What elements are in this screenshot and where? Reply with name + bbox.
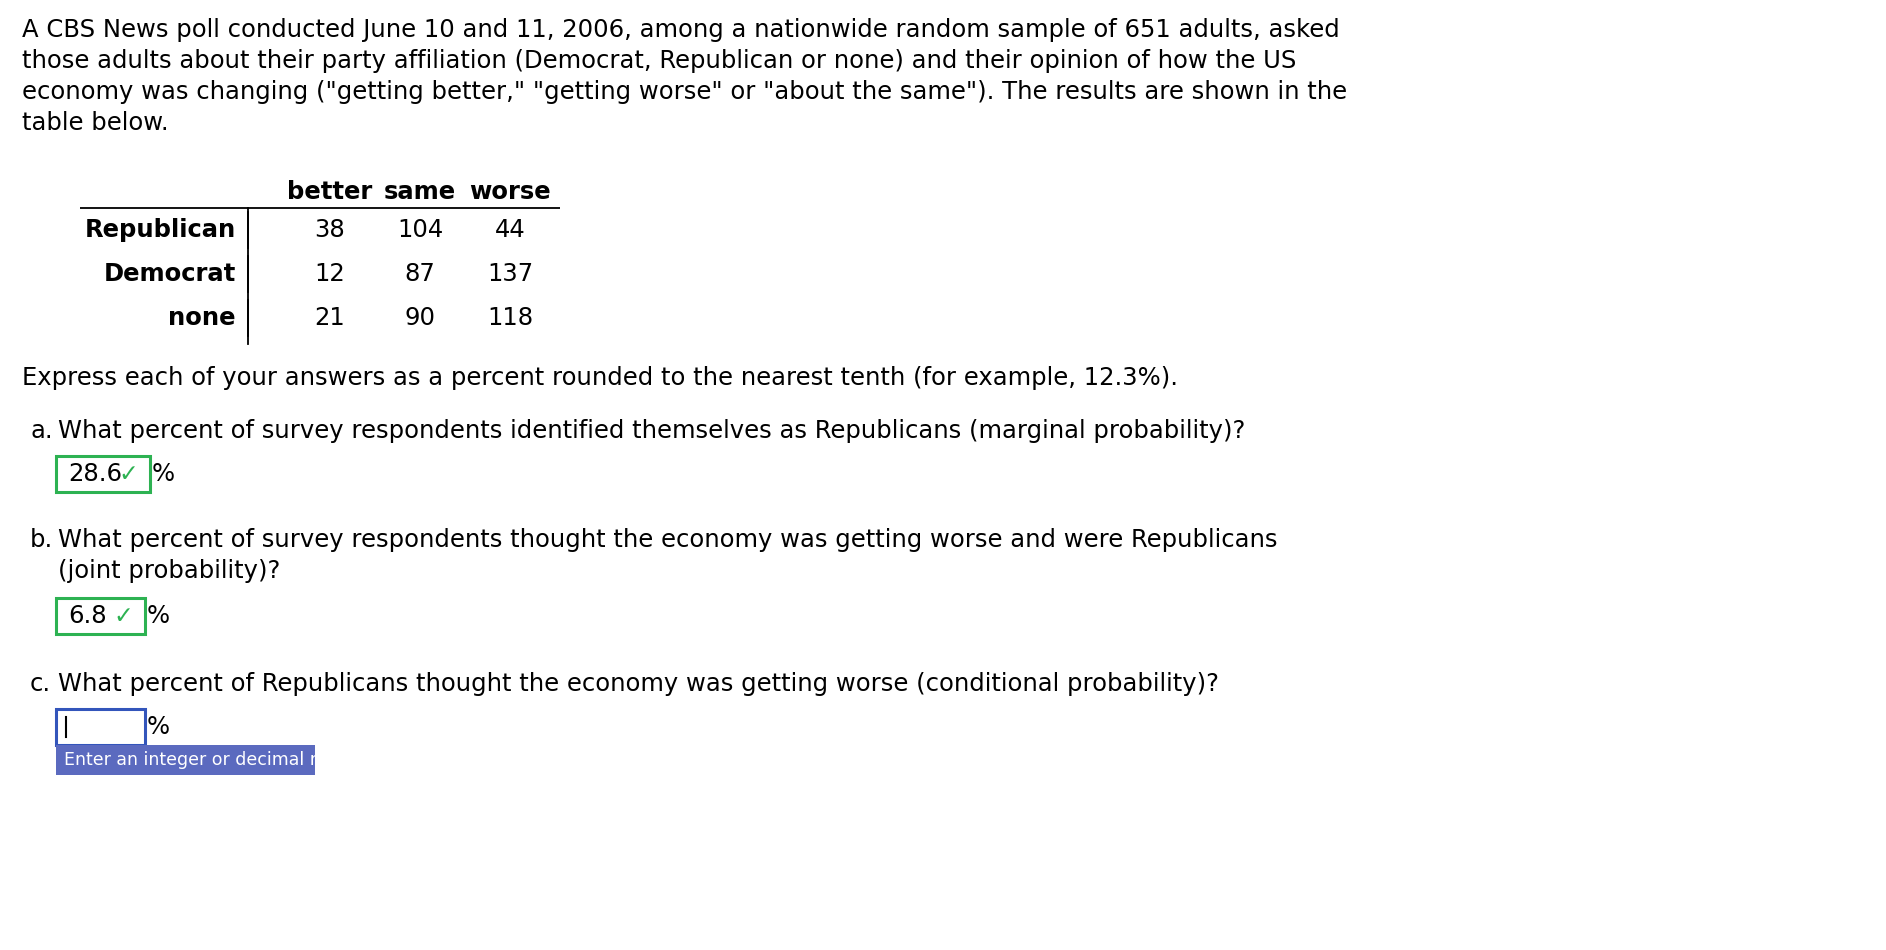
Text: table below.: table below. xyxy=(23,111,168,135)
Text: Express each of your answers as a percent rounded to the nearest tenth (for exam: Express each of your answers as a percen… xyxy=(23,366,1179,390)
Text: %: % xyxy=(147,715,170,739)
Text: c.: c. xyxy=(30,672,51,696)
FancyBboxPatch shape xyxy=(57,598,145,634)
Text: What percent of Republicans thought the economy was getting worse (conditional p: What percent of Republicans thought the … xyxy=(58,672,1218,696)
Text: 6.8: 6.8 xyxy=(68,604,108,628)
Text: What percent of survey respondents identified themselves as Republicans (margina: What percent of survey respondents ident… xyxy=(58,419,1245,443)
Text: 38: 38 xyxy=(315,218,345,242)
Text: economy was changing ("getting better," "getting worse" or "about the same"). Th: economy was changing ("getting better," … xyxy=(23,80,1347,104)
Text: 118: 118 xyxy=(487,306,534,330)
Text: a.: a. xyxy=(30,419,53,443)
Text: %: % xyxy=(147,604,170,628)
Text: ✓: ✓ xyxy=(113,604,132,628)
Text: 12: 12 xyxy=(315,262,345,286)
Text: worse: worse xyxy=(470,180,551,204)
Text: 28.6: 28.6 xyxy=(68,462,123,486)
Text: 90: 90 xyxy=(404,306,436,330)
Text: Democrat: Democrat xyxy=(104,262,236,286)
FancyBboxPatch shape xyxy=(57,456,151,492)
Text: %: % xyxy=(153,462,175,486)
Text: same: same xyxy=(385,180,456,204)
Text: none: none xyxy=(168,306,236,330)
Text: better: better xyxy=(287,180,373,204)
Text: A CBS News poll conducted June 10 and 11, 2006, among a nationwide random sample: A CBS News poll conducted June 10 and 11… xyxy=(23,18,1339,42)
Text: Enter an integer or decimal number [more..]: Enter an integer or decimal number [more… xyxy=(64,751,455,769)
Text: Republican: Republican xyxy=(85,218,236,242)
Text: 104: 104 xyxy=(396,218,443,242)
Text: 44: 44 xyxy=(494,218,526,242)
Text: 21: 21 xyxy=(315,306,345,330)
Text: 87: 87 xyxy=(405,262,436,286)
FancyBboxPatch shape xyxy=(57,745,315,775)
Text: 137: 137 xyxy=(487,262,534,286)
Text: (joint probability)?: (joint probability)? xyxy=(58,559,281,583)
Text: those adults about their party affiliation (Democrat, Republican or none) and th: those adults about their party affiliati… xyxy=(23,49,1296,73)
Text: ✓: ✓ xyxy=(119,462,138,486)
Text: What percent of survey respondents thought the economy was getting worse and wer: What percent of survey respondents thoug… xyxy=(58,528,1277,552)
Text: b.: b. xyxy=(30,528,53,552)
FancyBboxPatch shape xyxy=(57,709,145,745)
